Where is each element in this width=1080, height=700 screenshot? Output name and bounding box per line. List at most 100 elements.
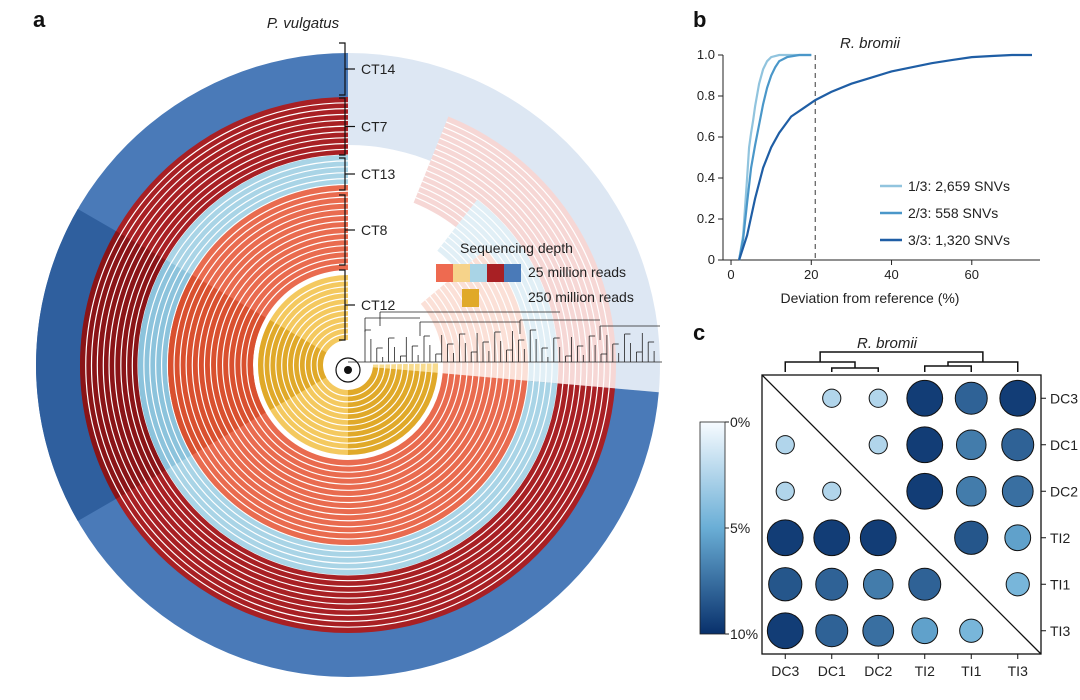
panel-a-title: P. vulgatus: [267, 15, 340, 32]
ring-separator: [197, 214, 499, 516]
ring-separator: [240, 257, 456, 473]
matrix-cell-ti3-ti2: [911, 617, 939, 645]
legend-swatch-25m: [453, 264, 470, 282]
ring-separator: [114, 131, 582, 599]
x-tick-label: 20: [804, 267, 818, 282]
col-label-dc1: DC1: [818, 663, 846, 679]
dendrogram-branch: [924, 365, 972, 372]
matrix-cell-ti3-dc1: [815, 614, 849, 648]
matrix-cell-dc3-dc2: [868, 388, 888, 408]
series-line-2: [738, 53, 812, 261]
group-label-ct7: CT7: [361, 119, 388, 135]
legend-label-2: 2/3: 558 SNVs: [908, 205, 998, 221]
matrix-cell-ti1-dc2: [862, 568, 894, 600]
legend-title: Sequencing depth: [460, 240, 573, 256]
panel-c-matrix: DC3 DC1 DC2 TI2 TI1 TI3 DC3 DC1 DC2 TI2 TI1 TI3: [761, 374, 1078, 679]
ring-separator: [310, 327, 386, 403]
ring-separator: [304, 321, 392, 409]
ring-separator: [234, 251, 462, 479]
panel-b-axes: 0 0.2 0.4 0.6 0.8 1.0 0 20 40 60: [697, 47, 1040, 282]
ring-separator: [191, 208, 505, 522]
colorbar-gradient: [699, 421, 726, 635]
ring-separator: [179, 196, 517, 534]
colorbar-tick-label: 0%: [730, 414, 750, 430]
matrix-cell-ti3-dc3: [766, 612, 804, 650]
ring-separator: [281, 298, 416, 432]
panel-b-label: b: [693, 7, 706, 32]
col-label-ti1: TI1: [961, 663, 981, 679]
matrix-cell-ti1-ti3: [1005, 572, 1030, 597]
ring-separator: [298, 315, 398, 415]
panel-c-label: c: [693, 320, 705, 345]
ring-separator: [275, 292, 421, 438]
ring-band-ct13-2: [138, 155, 348, 575]
dendrogram-branch: [947, 361, 1019, 372]
matrix-cell-dc3-ti2: [906, 379, 944, 417]
ring-band-ct14-2: [36, 53, 348, 677]
matrix-frame: [761, 374, 1042, 655]
ring-separator: [166, 183, 529, 547]
panel-b-xlabel: Deviation from reference (%): [781, 290, 960, 306]
ring-separator: [149, 166, 547, 564]
panel-c-dendrogram: [784, 351, 1019, 372]
matrix-cell-ti3-dc2: [862, 614, 895, 647]
row-label-dc2: DC2: [1050, 483, 1078, 499]
legend-item-25m: 25 million reads: [528, 264, 626, 280]
panel-b-title: R. bromii: [840, 35, 901, 52]
matrix-cell-dc1-ti1: [955, 429, 987, 461]
group-label-ct12: CT12: [361, 297, 395, 313]
matrix-cell-dc2-ti1: [955, 475, 987, 507]
ring-band-ct12-0: [372, 363, 439, 373]
col-label-dc3: DC3: [771, 663, 799, 679]
matrix-cell-dc2-ti2: [906, 472, 944, 510]
colorbar-tick-label: 10%: [730, 626, 758, 642]
legend-swatch-25m: [504, 264, 521, 282]
dendrogram-branch: [784, 361, 856, 372]
legend-swatch-25m: [470, 264, 487, 282]
panel-c: c R. bromii DC3 DC1 DC2 TI2 TI1 TI3 DC3 DC1 DC2 T…: [693, 320, 1078, 679]
dendrogram-branch: [819, 351, 984, 362]
group-label-ct13: CT13: [361, 166, 395, 182]
ring-separator: [120, 137, 577, 593]
col-label-dc2: DC2: [864, 663, 892, 679]
legend-swatch-250m: [462, 289, 479, 307]
row-label-ti1: TI1: [1050, 576, 1070, 592]
ring-separator: [108, 125, 588, 605]
matrix-cell-dc3-dc1: [822, 388, 842, 408]
matrix-cell-ti2-ti1: [954, 520, 989, 555]
group-brackets: CT14 CT7 CT13 CT8 CT12: [339, 42, 395, 341]
center-dendrogram: [335, 357, 361, 383]
matrix-cell-dc1-dc2: [868, 435, 888, 455]
ring-separator: [102, 119, 594, 611]
matrix-cell-ti3-ti1: [959, 618, 984, 643]
matrix-cell-ti2-ti3: [1004, 524, 1032, 552]
ring-separator: [292, 309, 404, 421]
col-label-ti3: TI3: [1008, 663, 1028, 679]
ring-separator: [185, 202, 511, 528]
panel-c-colorbar: 0% 5% 10%: [699, 414, 758, 642]
y-tick-label: 0: [708, 252, 715, 267]
row-label-dc1: DC1: [1050, 437, 1078, 453]
panel-a-dendrogram: [348, 311, 662, 363]
legend-swatch-25m: [436, 264, 453, 282]
ring-separator: [143, 160, 553, 570]
legend-label-3: 3/3: 1,320 SNVs: [908, 232, 1010, 248]
legend-item-250m: 250 million reads: [528, 289, 634, 305]
group-label-ct14: CT14: [361, 61, 395, 77]
ring-separator: [216, 233, 481, 497]
ring-band-ct7-2: [80, 97, 348, 633]
ring-separator: [263, 280, 433, 450]
ring-separator: [203, 220, 493, 510]
ring-separator: [246, 263, 450, 467]
y-tick-label: 0.2: [697, 211, 715, 226]
series-line-1: [738, 53, 812, 261]
ring-separator: [155, 172, 541, 558]
panel-a-label: a: [33, 7, 46, 32]
y-tick-label: 1.0: [697, 47, 715, 62]
ring-separator: [126, 142, 571, 588]
ring-separator: [209, 226, 487, 504]
ring-separator: [173, 190, 523, 540]
sequencing-depth-legend: Sequencing depth 25 million reads 250 mi…: [436, 240, 634, 307]
row-label-ti2: TI2: [1050, 530, 1070, 546]
